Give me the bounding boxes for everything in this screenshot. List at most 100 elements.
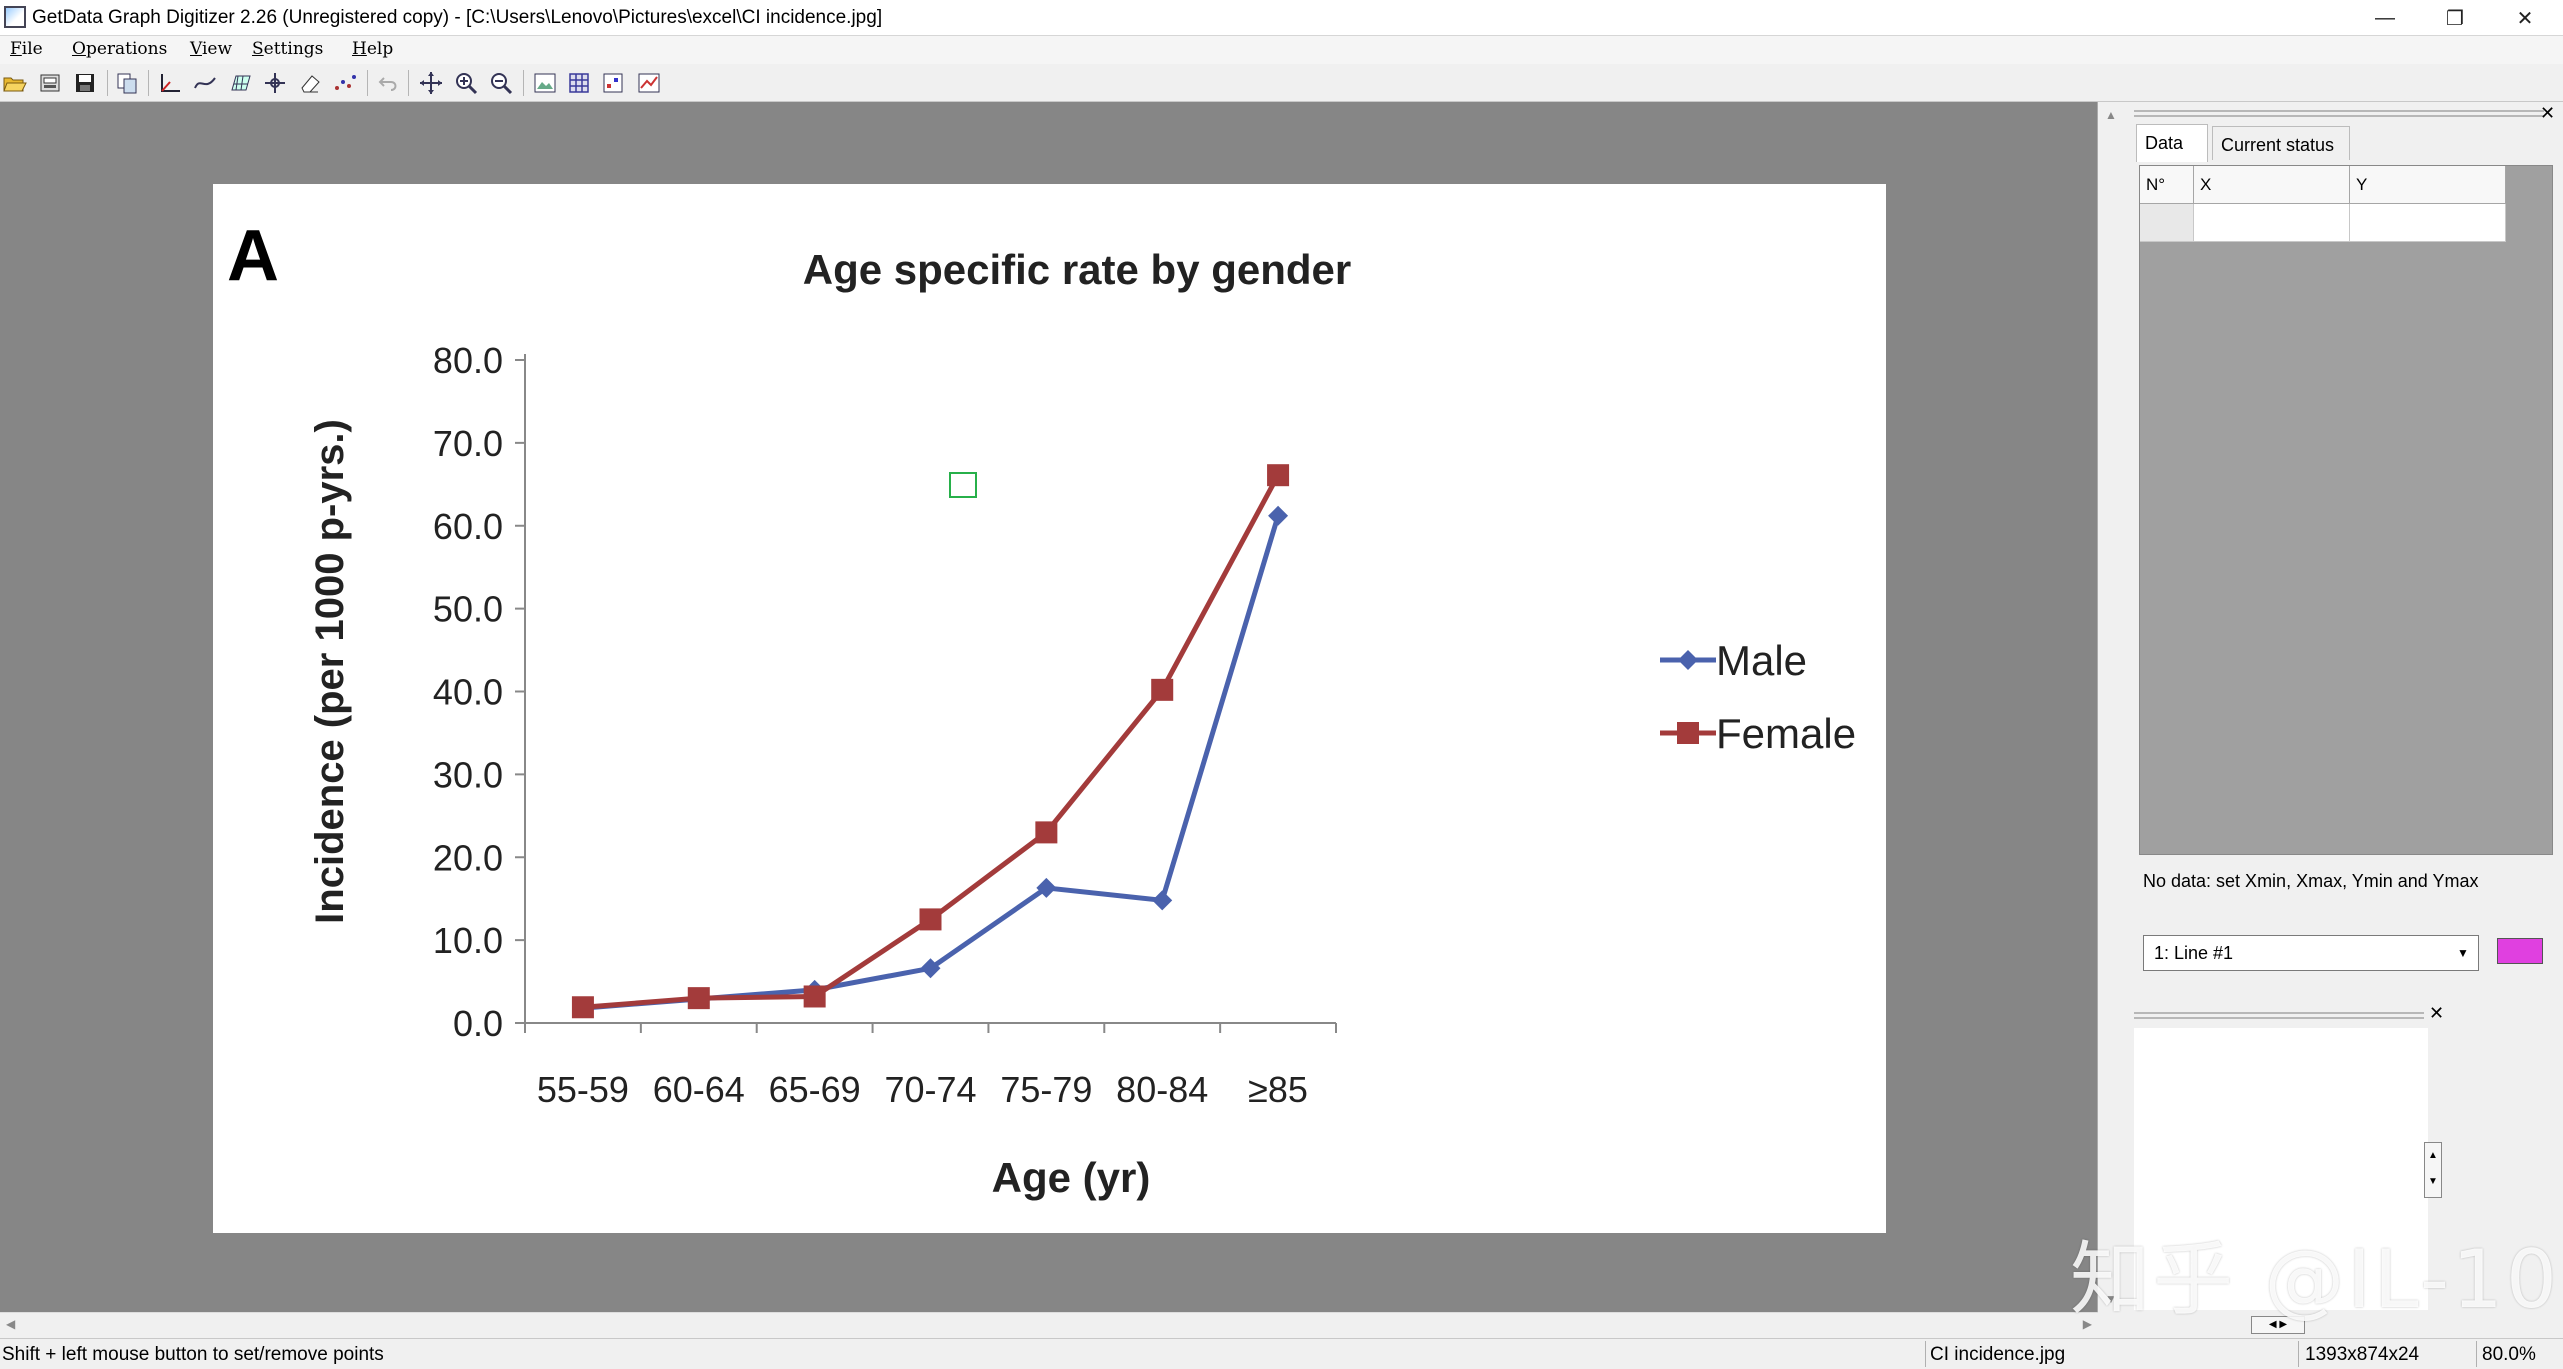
preview-spin-icon[interactable]: ▲ ▼ [2424,1142,2442,1198]
line-chart: A Age specific rate by gender 0.0 10.0 20.0 3… [227,216,1856,1201]
scroll-left-icon[interactable]: ◀ [6,1317,16,1331]
y-tick-label: 40.0 [433,672,503,713]
points-icon[interactable] [600,70,626,96]
maximize-button[interactable]: ❐ [2446,7,2464,30]
status-divider [1925,1341,1926,1367]
y-tick-label: 10.0 [433,920,503,961]
close-icon[interactable]: ✕ [2540,103,2556,123]
auto-trace-icon[interactable] [332,70,358,96]
side-panel: ✕ Data Current status N° X Y No data: se… [2126,102,2563,1338]
selection-marker [949,472,977,498]
x-tick-label: 55-59 [537,1069,629,1110]
image-canvas[interactable]: A Age specific rate by gender 0.0 10.0 20.0 3… [0,102,2098,1312]
y-tick-label: 70.0 [433,423,503,464]
menu-operations[interactable]: Operations [72,39,168,59]
app-icon [4,6,26,28]
status-zoom: 80.0% [2482,1344,2536,1365]
data-point-male [1036,877,1057,898]
y-tick-label: 80.0 [433,340,503,381]
data-point-female [571,996,594,1019]
scroll-right-icon[interactable]: ▶ [2082,1317,2092,1331]
grid-header-n: N° [2140,166,2194,204]
legend-label-female: Female [1716,710,1856,757]
open-icon[interactable] [2,70,28,96]
scroll-up-icon[interactable]: ▲ [2105,108,2117,122]
menu-file[interactable]: File [10,39,43,59]
status-hint: Shift + left mouse button to set/remove … [2,1344,384,1365]
chart-image[interactable]: A Age specific rate by gender 0.0 10.0 20.0 3… [213,184,1886,1233]
toolbar-separator [408,70,409,96]
zoom-out-icon[interactable] [488,70,514,96]
x-tick-label: 65-69 [769,1069,861,1110]
eraser-icon[interactable] [297,70,323,96]
data-point-female [803,985,826,1008]
copy-icon[interactable] [114,70,140,96]
undo-icon[interactable] [375,70,401,96]
window-title: GetData Graph Digitizer 2.26 (Unregister… [32,7,883,28]
legend-marker-male [1678,650,1698,670]
fit-image-icon[interactable] [532,70,558,96]
toolbar-separator [148,70,149,96]
point-capture-icon[interactable] [262,70,288,96]
series-line-male [582,515,1281,1011]
zoom-in-icon[interactable] [453,70,479,96]
data-point-male [1152,890,1173,911]
panel-grip[interactable] [2134,110,2544,117]
close-button[interactable]: ✕ [2516,7,2534,30]
toolbar-separator [367,70,368,96]
preview-pane [2134,1028,2428,1310]
data-grid[interactable]: N° X Y [2139,165,2553,855]
legend-label-male: Male [1716,637,1807,684]
data-point-female [1035,821,1058,844]
vertical-scrollbar[interactable]: ▲ ▼ [2098,102,2126,1312]
move-icon[interactable] [418,70,444,96]
minimize-button[interactable]: — [2375,6,2395,29]
data-point-female [1151,678,1174,701]
x-tick-label: 75-79 [1000,1069,1092,1110]
y-tick-label: 30.0 [433,754,503,795]
menu-settings[interactable]: Settings [252,39,324,59]
status-bar: Shift + left mouse button to set/remove … [0,1338,2563,1369]
preview-grip[interactable] [2134,1012,2424,1019]
tab-current-status[interactable]: Current status [2212,126,2350,160]
menu-bar: File Operations View Settings Help [0,36,2563,64]
save-icon[interactable] [72,70,98,96]
scan-icon[interactable] [37,70,63,96]
toolbar-separator [523,70,524,96]
data-point-female [919,908,942,931]
preview-hspin-icon[interactable]: ◀ ▶ [2251,1316,2305,1334]
line-select[interactable]: 1: Line #1 ▼ [2143,935,2479,971]
grid-icon[interactable] [566,70,592,96]
grid-cell-y[interactable] [2350,204,2506,242]
grid-cell-x[interactable] [2194,204,2350,242]
data-point-male [1268,505,1289,526]
x-tick-label: ≥85 [1248,1069,1308,1110]
data-status-message: No data: set Xmin, Xmax, Ymin and Ymax [2143,871,2479,891]
horizontal-scrollbar[interactable]: ◀ ▶ [0,1312,2098,1338]
status-divider [2298,1341,2299,1367]
data-point-female [1267,464,1290,487]
line-color-swatch[interactable] [2497,938,2543,964]
line-select-value: 1: Line #1 [2154,943,2234,963]
area-digitize-icon[interactable] [227,70,253,96]
grid-header-x: X [2194,166,2350,204]
data-point-female [687,987,710,1010]
axes-icon[interactable] [157,70,183,96]
y-tick-label: 50.0 [433,589,503,630]
preview-close-icon[interactable]: ✕ [2429,1003,2445,1023]
toolbar [0,64,2563,102]
status-size: 1393x874x24 [2305,1344,2420,1365]
tab-data[interactable]: Data [2136,124,2208,162]
chevron-down-icon[interactable]: ▼ [2457,946,2469,960]
line-view-icon[interactable] [636,70,662,96]
grid-header-y: Y [2350,166,2506,204]
menu-help[interactable]: Help [352,39,394,59]
scroll-down-icon[interactable]: ▼ [2105,1292,2117,1306]
panel-label: A [227,216,279,296]
menu-view[interactable]: View [190,39,233,59]
status-file: CI incidence.jpg [1930,1344,2066,1365]
x-axis-label: Age (yr) [992,1154,1151,1201]
toolbar-separator [107,70,108,96]
grid-cell-n[interactable] [2140,204,2194,242]
line-digitize-icon[interactable] [192,70,218,96]
